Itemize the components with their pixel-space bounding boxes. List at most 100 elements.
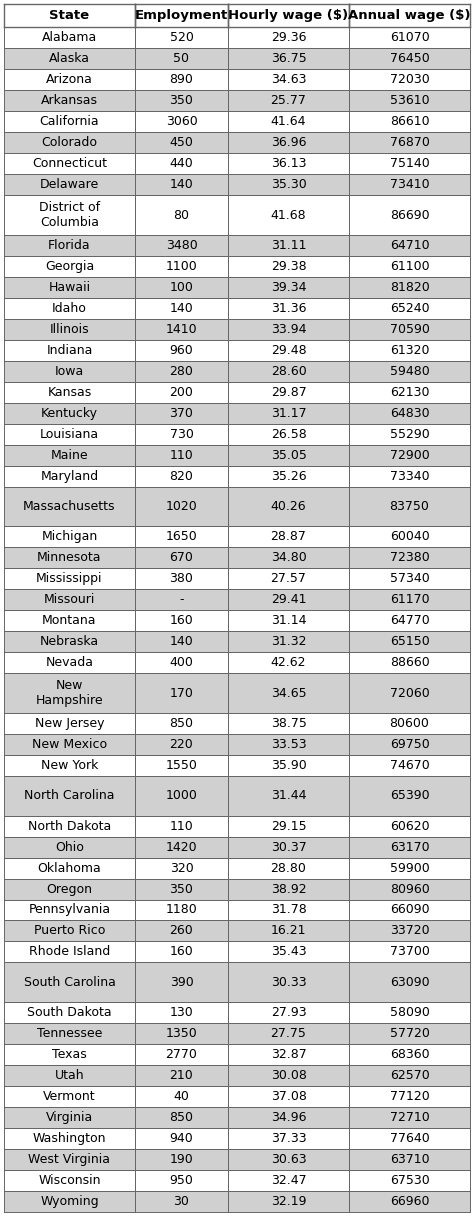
Text: 31.36: 31.36 [271, 302, 306, 315]
Text: 820: 820 [170, 469, 193, 483]
Bar [349, 4, 470, 27]
Text: Ohio: Ohio [55, 840, 84, 854]
Text: 200: 200 [170, 385, 193, 399]
Text: 32.47: 32.47 [271, 1173, 306, 1187]
Bar [228, 713, 349, 734]
Bar [4, 1128, 135, 1149]
Bar [135, 486, 228, 527]
Bar [135, 339, 228, 361]
Text: 32.19: 32.19 [271, 1195, 306, 1207]
Bar [135, 1002, 228, 1023]
Bar [349, 674, 470, 713]
Bar [135, 112, 228, 133]
Text: 37.08: 37.08 [271, 1090, 307, 1103]
Bar [228, 235, 349, 255]
Bar [349, 963, 470, 1002]
Text: 83750: 83750 [390, 500, 429, 513]
Text: 73700: 73700 [390, 946, 429, 958]
Text: 76870: 76870 [390, 136, 429, 150]
Text: 69750: 69750 [390, 738, 429, 751]
Text: 31.14: 31.14 [271, 614, 306, 627]
Bar [349, 547, 470, 568]
Bar [228, 361, 349, 382]
Text: 66960: 66960 [390, 1195, 429, 1207]
Text: 86690: 86690 [390, 209, 429, 221]
Text: 210: 210 [170, 1069, 193, 1082]
Bar [228, 445, 349, 466]
Text: 63710: 63710 [390, 1153, 429, 1166]
Bar [4, 49, 135, 69]
Bar [228, 590, 349, 610]
Bar [135, 527, 228, 547]
Bar [4, 1002, 135, 1023]
Text: 1180: 1180 [165, 903, 197, 917]
Bar [228, 466, 349, 486]
Bar [228, 837, 349, 857]
Text: 80960: 80960 [390, 883, 429, 895]
Text: Georgia: Georgia [45, 260, 94, 272]
Bar [4, 423, 135, 445]
Text: 41.64: 41.64 [271, 116, 306, 128]
Text: 16.21: 16.21 [271, 924, 306, 938]
Text: 73340: 73340 [390, 469, 429, 483]
Bar [228, 1045, 349, 1065]
Bar [349, 174, 470, 196]
Text: 110: 110 [170, 449, 193, 462]
Text: 72900: 72900 [390, 449, 429, 462]
Text: 62130: 62130 [390, 385, 429, 399]
Text: North Carolina: North Carolina [24, 789, 115, 803]
Bar [4, 837, 135, 857]
Text: 670: 670 [170, 551, 193, 564]
Text: 110: 110 [170, 820, 193, 833]
Bar [228, 319, 349, 339]
Text: New Mexico: New Mexico [32, 738, 107, 751]
Text: 61100: 61100 [390, 260, 429, 272]
Bar [349, 423, 470, 445]
Bar [228, 1128, 349, 1149]
Bar [135, 1023, 228, 1045]
Bar [228, 1149, 349, 1170]
Text: 27.75: 27.75 [271, 1028, 307, 1040]
Bar [135, 1086, 228, 1107]
Text: 37.33: 37.33 [271, 1132, 306, 1145]
Text: 320: 320 [170, 861, 193, 874]
Bar [4, 631, 135, 652]
Text: New Jersey: New Jersey [35, 717, 104, 730]
Text: 140: 140 [170, 635, 193, 648]
Bar [228, 382, 349, 402]
Bar [135, 652, 228, 674]
Text: 890: 890 [170, 73, 193, 86]
Bar [228, 153, 349, 174]
Bar [228, 423, 349, 445]
Text: 68360: 68360 [390, 1048, 429, 1062]
Bar [135, 69, 228, 90]
Text: 34.96: 34.96 [271, 1111, 306, 1124]
Bar [228, 547, 349, 568]
Text: 850: 850 [170, 1111, 193, 1124]
Bar [349, 776, 470, 816]
Text: 50: 50 [173, 52, 190, 66]
Bar [349, 816, 470, 837]
Text: Iowa: Iowa [55, 365, 84, 378]
Text: Oklahoma: Oklahoma [37, 861, 101, 874]
Text: 55290: 55290 [390, 428, 429, 440]
Text: 77640: 77640 [390, 1132, 429, 1145]
Text: 160: 160 [170, 614, 193, 627]
Bar [4, 174, 135, 196]
Bar [349, 652, 470, 674]
Bar [4, 466, 135, 486]
Text: 170: 170 [170, 687, 193, 699]
Text: 60040: 60040 [390, 530, 429, 544]
Bar [228, 196, 349, 235]
Bar [135, 1065, 228, 1086]
Bar [4, 527, 135, 547]
Bar [135, 153, 228, 174]
Bar [349, 713, 470, 734]
Bar [349, 319, 470, 339]
Bar [228, 4, 349, 27]
Text: 29.38: 29.38 [271, 260, 306, 272]
Bar [4, 382, 135, 402]
Text: 2770: 2770 [165, 1048, 197, 1062]
Bar [4, 755, 135, 776]
Bar [135, 857, 228, 878]
